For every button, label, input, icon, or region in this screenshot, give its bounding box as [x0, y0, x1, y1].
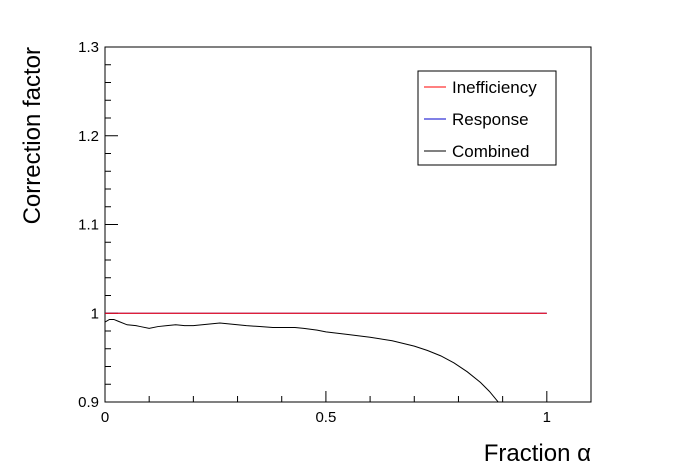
- y-axis-title: Correction factor: [19, 47, 46, 224]
- legend-label-inefficiency: Inefficiency: [452, 78, 537, 97]
- legend-label-response: Response: [452, 110, 529, 129]
- x-axis: 0 0.5 1: [101, 391, 592, 426]
- x-tick-label: 0: [101, 409, 109, 426]
- series-line-combined: [105, 318, 499, 402]
- y-tick-label: 0.9: [78, 394, 99, 411]
- y-axis: 0.9 1 1.1 1.2 1.3: [78, 39, 118, 411]
- y-tick-label: 1.2: [78, 128, 99, 145]
- legend: Inefficiency Response Combined: [417, 70, 557, 166]
- x-axis-title: Fraction α: [484, 440, 591, 467]
- series-layer: [105, 312, 547, 402]
- x-tick-label: 0.5: [315, 409, 336, 426]
- legend-label-combined: Combined: [452, 142, 530, 161]
- y-tick-label: 1: [91, 305, 99, 322]
- y-tick-label: 1.3: [78, 39, 99, 56]
- x-tick-label: 1: [543, 409, 551, 426]
- y-tick-label: 1.1: [78, 217, 99, 234]
